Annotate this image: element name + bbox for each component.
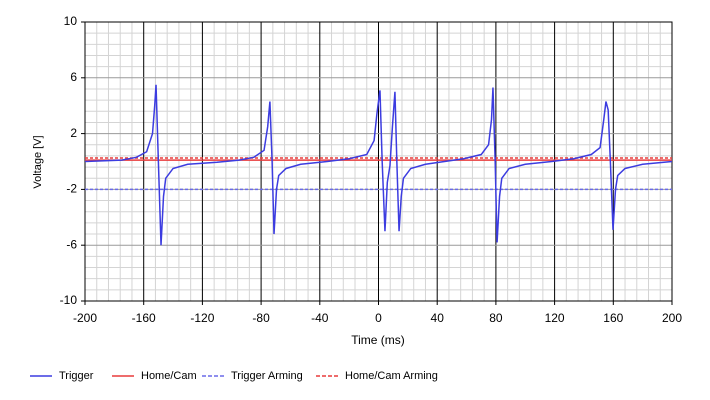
- y-tick-label: 10: [64, 14, 78, 28]
- y-tick-label: -10: [60, 293, 78, 307]
- x-tick-label: 80: [489, 311, 503, 325]
- legend-label: Home/Cam: [141, 370, 197, 382]
- legend-label: Trigger Arming: [231, 370, 303, 382]
- legend-label: Home/Cam Arming: [345, 370, 438, 382]
- x-tick-label: 160: [603, 311, 623, 325]
- legend-label: Trigger: [59, 370, 94, 382]
- x-tick-label: -120: [190, 311, 214, 325]
- y-tick-label: 2: [70, 126, 77, 140]
- x-tick-label: 0: [375, 311, 382, 325]
- x-tick-label: 200: [662, 311, 682, 325]
- y-tick-label: -6: [66, 237, 77, 251]
- x-tick-label: -200: [73, 311, 97, 325]
- y-tick-label: -2: [66, 182, 77, 196]
- x-tick-label: -80: [252, 311, 270, 325]
- x-tick-label: 120: [545, 311, 565, 325]
- series-line: [84, 84, 673, 246]
- x-tick-label: -160: [132, 311, 156, 325]
- x-tick-label: -40: [311, 311, 329, 325]
- x-axis-label: Time (ms): [351, 333, 405, 347]
- x-tick-label: 40: [431, 311, 445, 325]
- y-axis-label: Voltage [V]: [32, 135, 44, 188]
- y-tick-label: 6: [70, 70, 77, 84]
